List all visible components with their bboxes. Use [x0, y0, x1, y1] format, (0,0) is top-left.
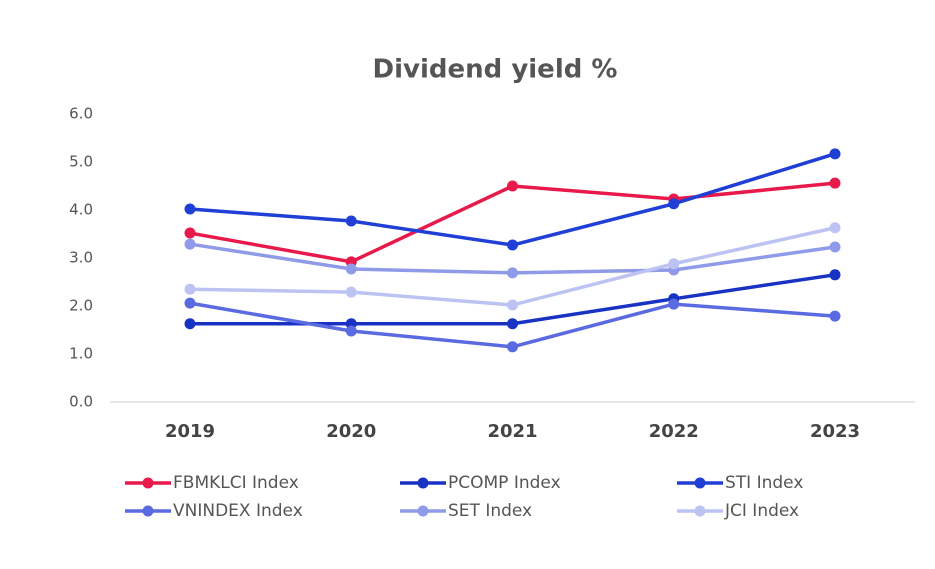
x-tick-label: 2021: [487, 421, 537, 442]
data-point: [184, 203, 196, 215]
data-point: [184, 238, 196, 250]
y-tick-label: 2.0: [69, 297, 93, 315]
data-point: [829, 269, 841, 281]
x-tick-label: 2023: [810, 421, 860, 442]
data-point: [184, 297, 196, 309]
legend-marker: [417, 477, 429, 489]
y-tick-label: 6.0: [69, 105, 93, 123]
data-point: [184, 227, 196, 239]
legend-label: FBMKLCI Index: [173, 473, 299, 493]
data-point: [184, 318, 196, 330]
data-point: [829, 222, 841, 234]
legend-label: PCOMP Index: [448, 473, 561, 493]
legend-label: JCI Index: [724, 501, 799, 521]
data-point: [345, 286, 357, 298]
chart-title: Dividend yield %: [373, 55, 618, 85]
legend-label: STI Index: [725, 473, 803, 493]
legend-marker: [694, 505, 706, 517]
data-point: [507, 239, 518, 251]
legend-marker: [142, 505, 154, 517]
data-point: [507, 318, 518, 330]
data-point: [345, 325, 357, 337]
data-point: [507, 180, 518, 192]
data-point: [345, 215, 357, 227]
data-point: [507, 299, 518, 311]
data-point: [829, 148, 841, 160]
y-tick-label: 3.0: [69, 249, 93, 267]
data-point: [668, 198, 680, 210]
legend-marker: [417, 505, 429, 517]
y-tick-label: 0.0: [69, 393, 93, 411]
legend-label: SET Index: [448, 501, 532, 521]
data-point: [345, 263, 357, 275]
data-point: [668, 258, 680, 270]
data-point: [184, 283, 196, 295]
data-point: [829, 310, 841, 322]
y-tick-label: 4.0: [69, 201, 93, 219]
x-tick-label: 2019: [165, 421, 215, 442]
y-tick-label: 5.0: [69, 153, 93, 171]
legend-marker: [694, 477, 706, 489]
data-point: [829, 241, 841, 253]
data-point: [829, 177, 841, 189]
x-tick-label: 2022: [649, 421, 699, 442]
legend-label: VNINDEX Index: [173, 501, 303, 521]
data-point: [507, 341, 518, 353]
y-tick-label: 1.0: [69, 345, 93, 363]
data-point: [668, 298, 680, 310]
x-tick-label: 2020: [326, 421, 376, 442]
legend-marker: [142, 477, 154, 489]
data-point: [507, 267, 518, 279]
